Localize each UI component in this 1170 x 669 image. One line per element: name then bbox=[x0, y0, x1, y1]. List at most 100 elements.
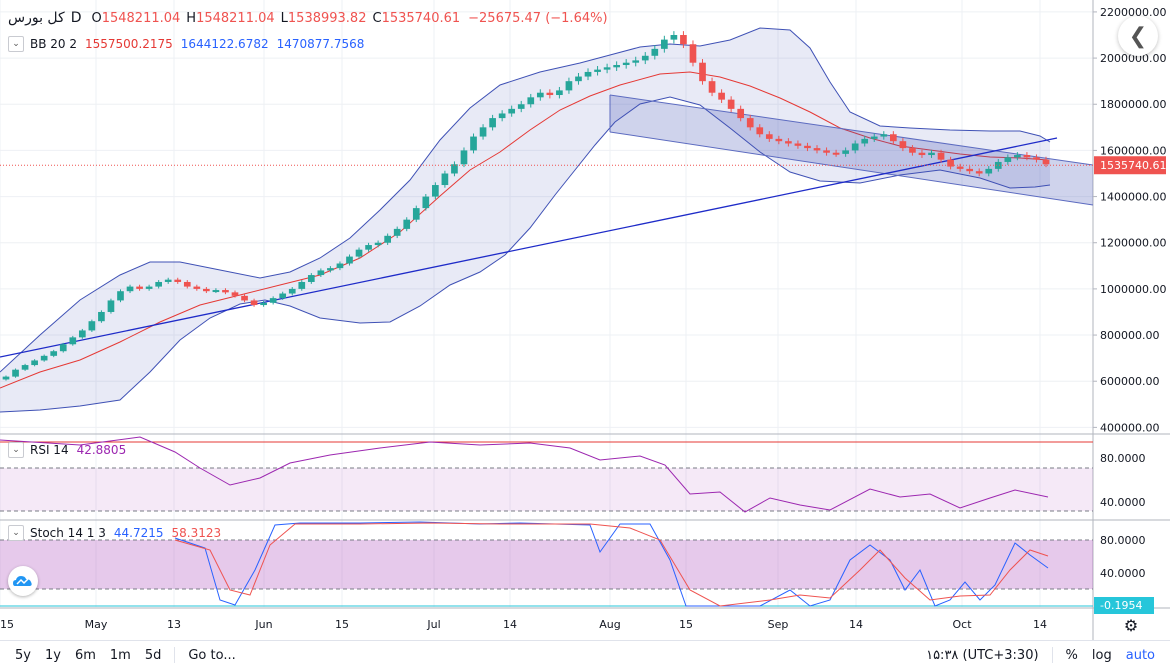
price-tick-label: 1200000.00 bbox=[1100, 237, 1166, 250]
stoch-current-label: -0.1954 bbox=[1100, 599, 1142, 612]
candle-body bbox=[909, 148, 916, 153]
chevron-down-icon: ⌄ bbox=[12, 445, 20, 455]
trend-line bbox=[0, 137, 1058, 358]
time-tick-label: Jul bbox=[426, 618, 440, 631]
candle-body bbox=[584, 71, 592, 77]
candle-body bbox=[136, 286, 143, 289]
candle-body bbox=[632, 60, 640, 63]
high-value: 1548211.04 bbox=[196, 10, 275, 26]
candle-body bbox=[432, 185, 439, 197]
candle-body bbox=[508, 108, 516, 114]
candle-body bbox=[718, 92, 725, 100]
timeframe-5y[interactable]: 5y bbox=[15, 647, 31, 663]
candle-body bbox=[956, 166, 964, 169]
candle-body bbox=[765, 134, 773, 139]
interval-label: D bbox=[70, 10, 82, 26]
gear-icon[interactable]: ⚙ bbox=[1124, 616, 1138, 635]
low-label: L bbox=[280, 10, 288, 26]
timeframe-group: 5y 1y 6m 1m 5d bbox=[0, 648, 168, 663]
price-tick-label: 600000.00 bbox=[1100, 375, 1160, 388]
scroll-back-button[interactable]: ❮ bbox=[1118, 16, 1158, 56]
rsi-tick-label: 40.0000 bbox=[1100, 496, 1146, 509]
candle-body bbox=[12, 369, 19, 377]
rsi-tick-label: 80.0000 bbox=[1100, 452, 1146, 465]
candle-body bbox=[155, 281, 162, 287]
candle-body bbox=[336, 263, 344, 269]
open-label: O bbox=[91, 10, 102, 26]
rsi-label: RSI 14 bbox=[30, 443, 69, 457]
stoch-collapse-button[interactable]: ⌄ bbox=[8, 525, 24, 541]
bb-collapse-button[interactable]: ⌄ bbox=[8, 36, 24, 52]
stoch-label: Stoch 14 1 3 bbox=[30, 526, 106, 540]
time-tick-label: Oct bbox=[952, 618, 972, 631]
last-price-label: 1535740.61 bbox=[1100, 159, 1166, 172]
price-tick-label: 2000000.00 bbox=[1100, 52, 1166, 65]
candle-body bbox=[556, 90, 563, 96]
candle-body bbox=[241, 295, 248, 301]
percent-toggle[interactable]: % bbox=[1065, 647, 1078, 663]
candle-body bbox=[1033, 157, 1040, 160]
candle-body bbox=[403, 219, 411, 229]
candle-body bbox=[594, 69, 601, 72]
candle-body bbox=[355, 249, 363, 257]
auto-toggle[interactable]: auto bbox=[1125, 647, 1155, 663]
candle-body bbox=[384, 235, 391, 243]
timeframe-1y[interactable]: 1y bbox=[44, 647, 61, 663]
goto-button[interactable]: Go to... bbox=[188, 647, 236, 663]
log-toggle[interactable]: log bbox=[1091, 647, 1112, 663]
candle-body bbox=[69, 337, 77, 345]
clock-timezone[interactable]: ۱۵:۳۸ (UTC+3:30) bbox=[926, 647, 1039, 663]
candle-body bbox=[441, 173, 449, 186]
candle-body bbox=[393, 228, 401, 236]
high-label: H bbox=[186, 10, 197, 26]
candle-body bbox=[78, 330, 86, 338]
candle-body bbox=[613, 65, 620, 68]
candle-body bbox=[479, 127, 487, 137]
candle-body bbox=[575, 76, 582, 82]
candle-body bbox=[861, 138, 869, 144]
rsi-band-fill bbox=[0, 468, 1093, 511]
candle-body bbox=[489, 118, 496, 128]
candle-body bbox=[307, 275, 315, 282]
close-value: 1535740.61 bbox=[381, 10, 461, 26]
price-tick-label: 400000.00 bbox=[1100, 421, 1160, 434]
candle-body bbox=[975, 171, 983, 174]
timeframe-1m[interactable]: 1m bbox=[109, 647, 131, 663]
bb-lower-value: 1470877.7568 bbox=[276, 37, 365, 51]
candle-body bbox=[775, 138, 783, 142]
candle-body bbox=[470, 136, 477, 151]
candle-body bbox=[412, 208, 420, 220]
candle-body bbox=[2, 376, 10, 380]
last-price-badge bbox=[1094, 156, 1166, 175]
price-tick-label: 2200000.00 bbox=[1100, 6, 1166, 19]
candle-body bbox=[40, 355, 48, 361]
candle-body bbox=[603, 67, 611, 70]
stoch-current-badge bbox=[1094, 597, 1154, 614]
stoch-tick-label: 80.0000 bbox=[1100, 534, 1146, 547]
tradingview-logo[interactable] bbox=[8, 566, 38, 596]
candle-body bbox=[327, 268, 334, 271]
change-value: −25675.47 (−1.64%) bbox=[468, 10, 608, 26]
stoch-d-line bbox=[174, 522, 1049, 607]
chart-area[interactable]: 2200000.00 2000000.00 1800000.00 1600000.00… bbox=[0, 0, 1170, 640]
time-tick-label: 15 bbox=[679, 618, 693, 631]
candle-body bbox=[890, 134, 897, 142]
candle-body bbox=[785, 141, 792, 144]
candle-body bbox=[98, 311, 105, 322]
candle-body bbox=[1023, 155, 1031, 158]
candle-body bbox=[880, 134, 888, 137]
candle-body bbox=[193, 286, 201, 289]
candle-body bbox=[50, 351, 58, 356]
candle-body bbox=[126, 286, 134, 292]
candle-body bbox=[374, 242, 382, 246]
rsi-collapse-button[interactable]: ⌄ bbox=[8, 442, 24, 458]
timeframe-6m[interactable]: 6m bbox=[74, 647, 96, 663]
chart-canvas[interactable]: 2200000.00 2000000.00 1800000.00 1600000.00… bbox=[0, 0, 1170, 640]
timeframe-5d[interactable]: 5d bbox=[144, 647, 162, 663]
candle-body bbox=[699, 62, 706, 82]
candle-body bbox=[222, 290, 229, 293]
open-value: 1548211.04 bbox=[101, 10, 181, 26]
rsi-value: 42.8805 bbox=[76, 443, 127, 457]
candle-body bbox=[899, 141, 907, 149]
time-tick-label: 15 bbox=[335, 618, 349, 631]
